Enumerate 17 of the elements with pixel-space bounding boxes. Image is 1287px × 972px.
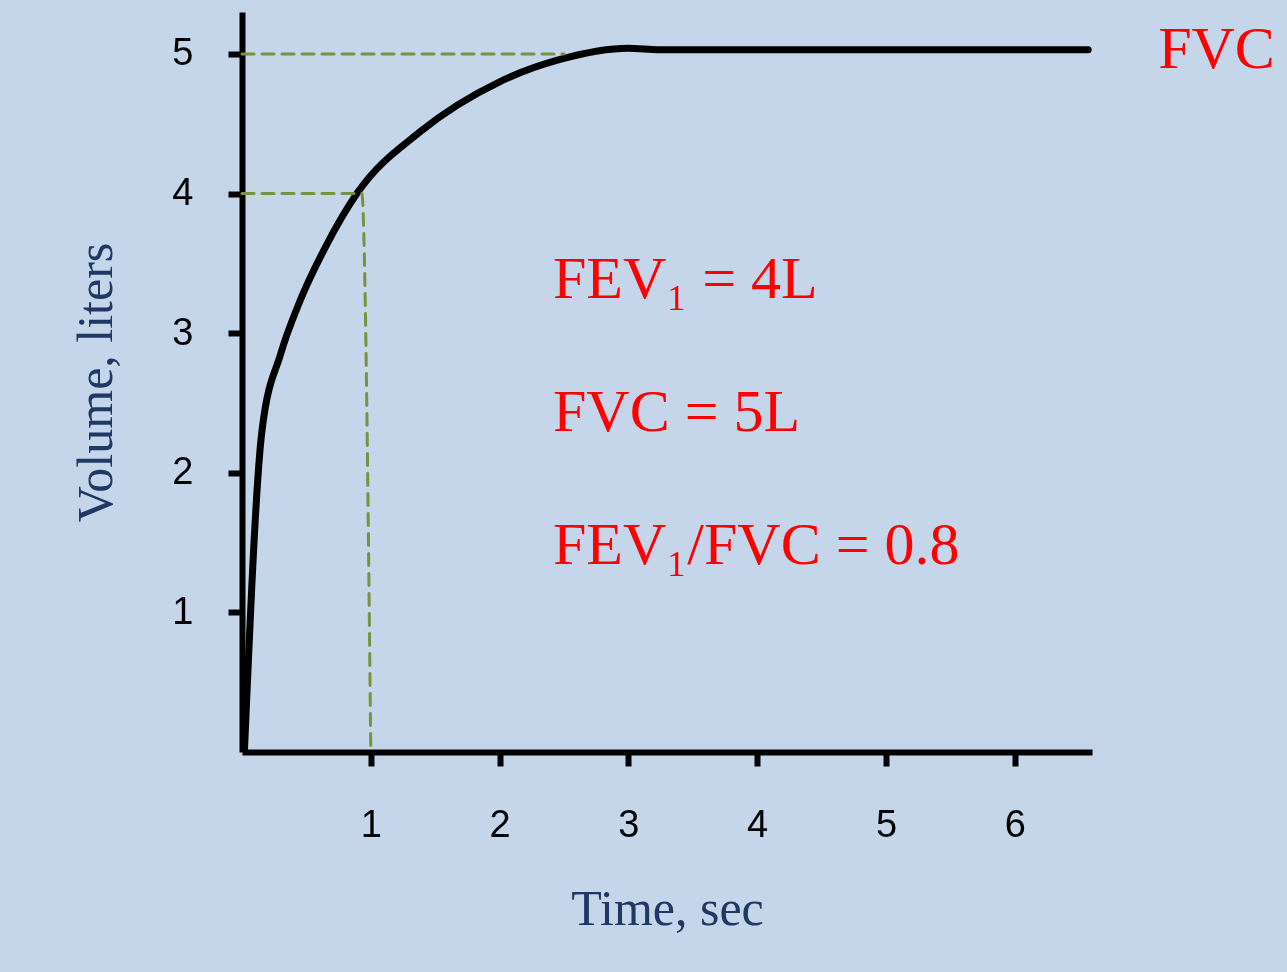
annotation: FEV₁ = 4L: [553, 245, 818, 311]
x-axis-title: Time, sec: [571, 879, 764, 936]
y-tick-label: 1: [172, 589, 194, 632]
series-label: FVC: [1158, 14, 1275, 81]
x-tick-label: 3: [618, 802, 640, 845]
x-tick-label: 4: [747, 802, 769, 845]
annotation: FVC = 5L: [553, 378, 801, 444]
y-tick-label: 2: [172, 450, 194, 493]
x-tick-label: 2: [489, 802, 511, 845]
y-axis-title: Volume, liters: [67, 242, 124, 523]
annotation: FEV₁/FVC = 0.8: [553, 511, 960, 577]
y-tick-label: 5: [172, 31, 194, 74]
y-tick-label: 3: [172, 310, 194, 353]
x-tick-label: 1: [360, 802, 382, 845]
x-tick-label: 5: [875, 802, 898, 845]
y-tick-label: 4: [172, 171, 194, 214]
x-tick-label: 6: [1004, 802, 1026, 845]
